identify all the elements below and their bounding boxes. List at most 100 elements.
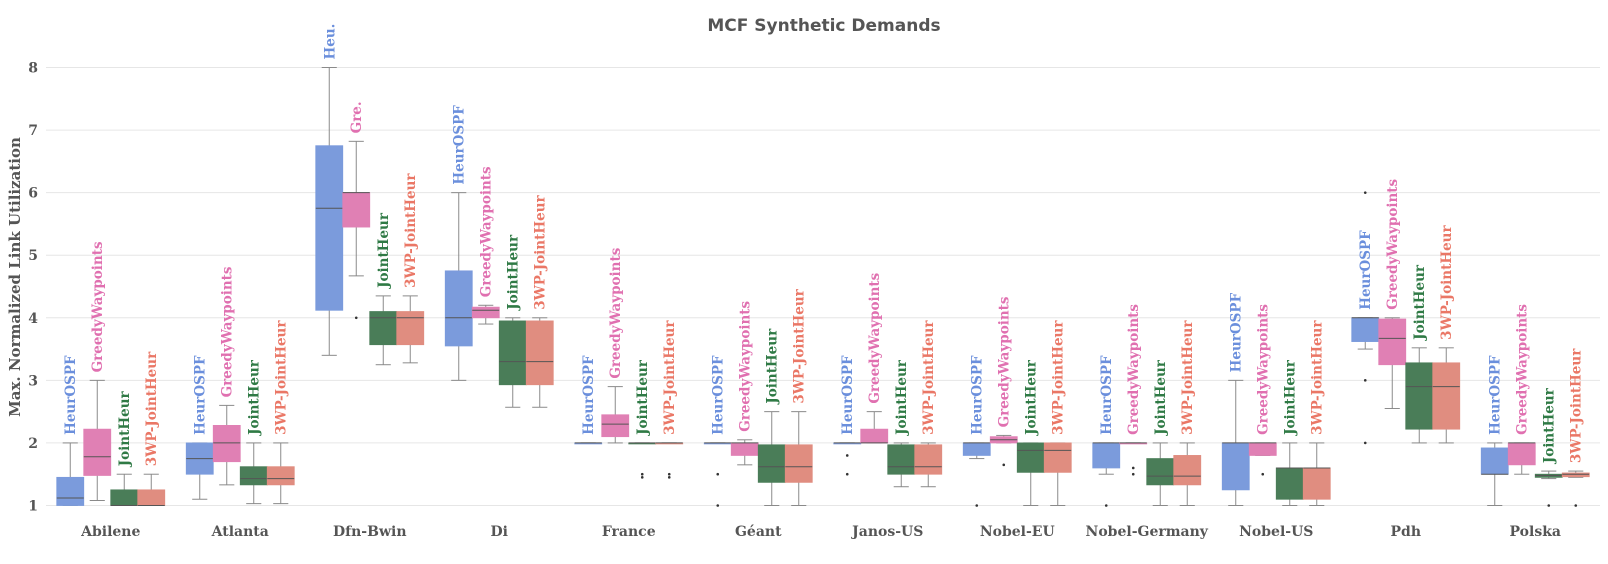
box-heurospf bbox=[444, 192, 473, 381]
series-label: JointHeur bbox=[635, 359, 651, 436]
box-3wp-jointheur bbox=[525, 317, 554, 408]
box-heurospf bbox=[1221, 379, 1250, 506]
box-rect bbox=[137, 489, 166, 506]
x-tick-label: Nobel-US bbox=[1239, 524, 1313, 540]
y-tick-label: 6 bbox=[28, 186, 38, 202]
outlier-point bbox=[1547, 504, 1551, 507]
outlier-point bbox=[1131, 472, 1135, 476]
series-label: HeurOSPF bbox=[970, 355, 986, 435]
box-3wp-jointheur bbox=[1173, 442, 1202, 506]
series-label: GreedyWaypoints bbox=[738, 300, 754, 431]
box-rect bbox=[56, 476, 85, 506]
series-label: 3WP-JointHeur bbox=[662, 320, 678, 435]
series-label: 3WP-JointHeur bbox=[403, 173, 419, 288]
y-tick-label: 5 bbox=[28, 248, 38, 264]
series-label: JointHeur bbox=[765, 328, 781, 405]
box-rect bbox=[1146, 458, 1175, 486]
chart-title: MCF Synthetic Demands bbox=[707, 16, 940, 36]
box-rect bbox=[110, 489, 139, 506]
series-label: HeurOSPF bbox=[840, 355, 856, 435]
series-label: JointHeur bbox=[1412, 264, 1428, 341]
box-rect bbox=[887, 444, 916, 475]
box-heurospf bbox=[833, 442, 862, 476]
series-label: 3WP-JointHeur bbox=[1569, 348, 1585, 463]
x-tick-label: Janos-US bbox=[850, 524, 923, 540]
outlier-point bbox=[640, 472, 644, 476]
box-3wp-jointheur bbox=[266, 442, 295, 505]
series-label: HeurOSPF bbox=[1229, 292, 1245, 372]
box-greedywaypoints bbox=[860, 411, 889, 444]
box-jointheur bbox=[1405, 347, 1434, 444]
box-rect bbox=[239, 466, 268, 486]
box-heurospf bbox=[185, 442, 214, 500]
y-axis-label: Max. Normalized Link Utilization bbox=[6, 137, 24, 417]
x-tick-label: Nobel-EU bbox=[980, 524, 1055, 540]
box-greedywaypoints bbox=[1119, 442, 1148, 476]
box-rect bbox=[1248, 442, 1277, 456]
series-label: HeurOSPF bbox=[1488, 355, 1504, 435]
series-labels: HeurOSPF GreedyWaypoints JointHeur 3WP-Join… bbox=[63, 24, 1585, 468]
box-heurospf bbox=[1092, 442, 1121, 507]
outlier-point bbox=[1363, 191, 1367, 194]
y-tick-label: 1 bbox=[28, 499, 38, 515]
x-tick-label: Dfn-Bwin bbox=[333, 524, 407, 540]
series-label: GreedyWaypoints bbox=[608, 247, 624, 378]
box-rect bbox=[1351, 317, 1380, 342]
series-label: 3WP-JointHeur bbox=[533, 194, 549, 309]
outlier-point bbox=[1363, 441, 1367, 445]
box-3wp-jointheur bbox=[1561, 470, 1590, 507]
box-rect bbox=[369, 311, 398, 346]
outlier-point bbox=[975, 504, 979, 507]
outlier-point bbox=[1002, 463, 1006, 467]
series-label: 3WP-JointHeur bbox=[274, 320, 290, 435]
box-3wp-jointheur bbox=[1043, 442, 1072, 506]
outlier-point bbox=[716, 472, 720, 476]
series-label: Gre. bbox=[349, 101, 365, 133]
series-label: Heu. bbox=[322, 24, 338, 60]
series-label: 3WP-JointHeur bbox=[1439, 225, 1455, 340]
box-rect bbox=[266, 466, 295, 486]
outlier-point bbox=[845, 454, 849, 457]
x-tick-label: Nobel-Germany bbox=[1086, 524, 1209, 540]
box-jointheur bbox=[757, 411, 786, 506]
box-3wp-jointheur bbox=[137, 473, 166, 506]
outlier-point bbox=[354, 316, 358, 320]
box-jointheur bbox=[1016, 442, 1045, 506]
box-greedywaypoints bbox=[1507, 442, 1536, 475]
series-label: HeurOSPF bbox=[711, 355, 727, 435]
box-heurospf bbox=[315, 67, 344, 356]
series-label: GreedyWaypoints bbox=[479, 166, 495, 297]
series-label: GreedyWaypoints bbox=[867, 272, 883, 403]
y-tick-label: 8 bbox=[28, 61, 38, 77]
series-label: HeurOSPF bbox=[1358, 230, 1374, 310]
box-rect bbox=[83, 428, 112, 476]
x-tick-label: Géant bbox=[735, 524, 782, 540]
box-rect bbox=[784, 444, 813, 483]
series-label: 3WP-JointHeur bbox=[921, 320, 937, 435]
box-rect bbox=[860, 428, 889, 444]
box-rect bbox=[601, 414, 630, 438]
box-3wp-jointheur bbox=[784, 411, 813, 506]
series-label: GreedyWaypoints bbox=[220, 266, 236, 397]
series-label: 3WP-JointHeur bbox=[1051, 320, 1067, 435]
box-rect bbox=[1405, 362, 1434, 430]
series-label: 3WP-JointHeur bbox=[1180, 320, 1196, 435]
series-label: JointHeur bbox=[376, 212, 392, 289]
box-jointheur bbox=[369, 295, 398, 366]
box-rect bbox=[396, 311, 425, 346]
y-tick-labels: 1 2 3 4 5 6 7 8 bbox=[28, 61, 38, 515]
box-heurospf bbox=[962, 442, 991, 507]
y-tick-label: 4 bbox=[28, 311, 38, 327]
box-rect bbox=[757, 444, 786, 483]
outlier-point bbox=[640, 476, 644, 479]
series-label: HeurOSPF bbox=[1099, 355, 1115, 435]
y-tick-label: 3 bbox=[28, 373, 38, 389]
series-label: GreedyWaypoints bbox=[1126, 304, 1142, 435]
series-label: HeurOSPF bbox=[63, 355, 79, 435]
box-greedywaypoints bbox=[342, 140, 371, 320]
box-greedywaypoints bbox=[601, 386, 630, 444]
box-greedywaypoints bbox=[83, 379, 112, 501]
box-rect bbox=[1507, 442, 1536, 466]
box-greedywaypoints bbox=[212, 404, 241, 486]
